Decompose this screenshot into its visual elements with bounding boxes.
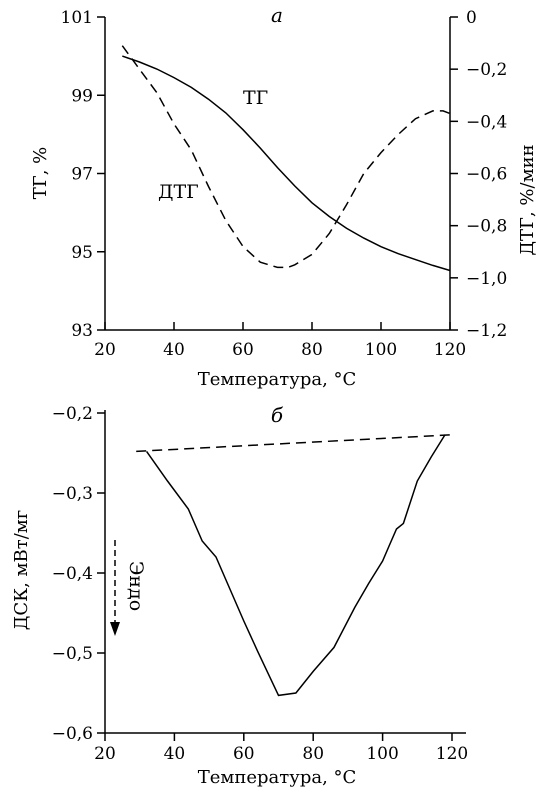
x-tick-label: 40 xyxy=(163,340,185,360)
dsc-series-line xyxy=(145,434,446,697)
panel-label: б xyxy=(271,403,284,427)
tg-series-line xyxy=(122,55,451,272)
y-tick-label: 95 xyxy=(71,243,93,263)
x-tick-label: 20 xyxy=(94,744,116,764)
y2-axis-label: ДТГ, %/мин xyxy=(517,144,538,255)
y2-tick-label: −0,4 xyxy=(466,112,507,132)
x-tick-label: 100 xyxy=(366,744,398,764)
dtg-series-label: ДТГ xyxy=(158,181,199,203)
y-tick-label: 101 xyxy=(61,8,93,28)
y2-tick-label: 0 xyxy=(466,8,477,28)
x-tick-label: 120 xyxy=(434,340,466,360)
x-tick-label: 80 xyxy=(301,340,323,360)
panel-b: 20 40 60 80 100 120 −0,2 −0,3 −0,4 −0,5 … xyxy=(11,403,468,788)
endo-arrow-icon xyxy=(110,540,120,636)
x-axis-label: Температура, °С xyxy=(198,369,357,390)
x-tick-label: 40 xyxy=(164,744,186,764)
y2-tick-label: −0,2 xyxy=(466,60,507,80)
x-tick-label: 100 xyxy=(365,340,397,360)
y-axis-label: ТГ, % xyxy=(30,147,51,199)
tick-marks xyxy=(97,412,453,741)
y-tick-label: 97 xyxy=(71,165,93,185)
x-axis-label: Температура, °С xyxy=(198,767,357,788)
x-tick-label: 60 xyxy=(233,744,255,764)
y2-tick-label: −1,2 xyxy=(466,321,507,341)
y-tick-label: 99 xyxy=(71,86,93,106)
tick-marks xyxy=(97,16,458,331)
y-tick-label: −0,3 xyxy=(52,484,93,504)
x-tick-label: 120 xyxy=(436,744,468,764)
dtg-series-line xyxy=(121,45,451,269)
y-tick-label: 93 xyxy=(71,321,93,341)
y-tick-label: −0,4 xyxy=(52,564,93,584)
endo-annotation: Эндо xyxy=(125,561,147,611)
baseline-dashed-line xyxy=(136,433,456,453)
x-tick-label: 60 xyxy=(232,340,254,360)
y-axis-label: ДСК, мВт/мг xyxy=(11,510,32,630)
x-tick-label: 20 xyxy=(94,340,116,360)
y2-tick-label: −0,8 xyxy=(466,217,507,237)
y2-tick-label: −1,0 xyxy=(466,269,507,289)
y2-tick-label: −0,6 xyxy=(466,165,507,185)
panel-label: а xyxy=(271,3,283,27)
tg-series-label: ТГ xyxy=(243,87,268,109)
x-tick-label: 80 xyxy=(302,744,324,764)
y-tick-label: −0,5 xyxy=(52,644,93,664)
y-tick-label: −0,6 xyxy=(52,724,93,744)
panel-a: 20 40 60 80 100 120 93 95 97 99 101 0 −0… xyxy=(30,3,538,390)
y-tick-label: −0,2 xyxy=(52,404,93,424)
